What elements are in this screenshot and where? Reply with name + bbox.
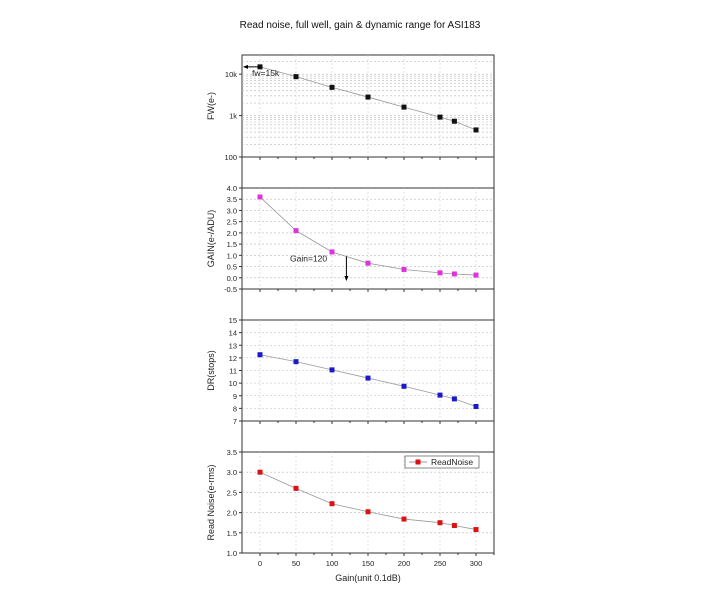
gain-point: [257, 194, 263, 200]
readnoise-point: [329, 501, 335, 507]
dr-point: [329, 367, 335, 373]
chart-title: Read noise, full well, gain & dynamic ra…: [239, 20, 481, 31]
dr-ytick-label: 12: [229, 354, 237, 363]
dr-point: [365, 375, 371, 381]
gain-ytick-label: 3.5: [227, 195, 237, 204]
gain-ytick-label: 1.0: [227, 251, 237, 260]
fw-point: [451, 118, 457, 124]
fw-ylabel: FW(e-): [206, 92, 216, 120]
fw-point: [329, 84, 335, 90]
gain-ytick-label: 4.0: [227, 184, 237, 193]
x-axis-label: Gain(unit 0.1dB): [335, 573, 401, 583]
fw-ytick-label: 100: [224, 153, 237, 162]
legend-label: ReadNoise: [431, 457, 473, 467]
fw-point: [293, 74, 299, 80]
legend-box: [404, 455, 480, 469]
dr-ytick-label: 14: [229, 329, 237, 338]
xtick-label: 100: [326, 559, 339, 568]
readnoise-ytick-label: 1.5: [227, 529, 237, 538]
fw-point: [473, 127, 479, 133]
xtick-label: 200: [398, 559, 411, 568]
dr-ytick-label: 7: [233, 417, 237, 426]
xtick-label: 50: [292, 559, 300, 568]
gain-point: [401, 266, 407, 272]
gain-annotation: Gain=120: [290, 254, 327, 264]
readnoise-point: [401, 516, 407, 522]
gain-ytick-label: 2.5: [227, 218, 237, 227]
dr-point: [293, 359, 299, 365]
readnoise-ylabel: Read Noise(e-rms): [206, 464, 216, 540]
readnoise-point: [365, 509, 371, 515]
gain-point: [451, 271, 457, 277]
legend-marker: [415, 459, 421, 465]
readnoise-ytick-label: 1.0: [227, 549, 237, 558]
readnoise-point: [451, 523, 457, 529]
dr-point: [473, 403, 479, 409]
gain-point: [437, 270, 443, 276]
fw-ytick-label: 1k: [229, 112, 237, 121]
dr-ytick-label: 8: [233, 404, 237, 413]
xtick-label: 300: [470, 559, 483, 568]
fw-point: [437, 114, 443, 120]
xtick-label: 250: [434, 559, 447, 568]
gain-ytick-label: 0.0: [227, 274, 237, 283]
gain-point: [329, 249, 335, 255]
readnoise-point: [257, 469, 263, 475]
readnoise-point: [293, 485, 299, 491]
dr-ylabel: DR(stops): [206, 350, 216, 391]
fw-arrow-head: [243, 64, 248, 69]
fw-point: [401, 104, 407, 110]
fw-ytick-label: 10k: [225, 70, 237, 79]
gain-ytick-label: 0.5: [227, 263, 237, 272]
gain-ytick-label: -0.5: [224, 285, 237, 294]
dr-point: [451, 396, 457, 402]
readnoise-point: [437, 520, 443, 526]
gain-arrow-head: [344, 276, 349, 282]
gain-ylabel: GAIN(e-/ADU): [206, 210, 216, 268]
xtick-label: 0: [258, 559, 262, 568]
readnoise-ytick-label: 3.5: [227, 448, 237, 457]
dr-ytick-label: 10: [229, 379, 237, 388]
gain-ytick-label: 1.5: [227, 240, 237, 249]
xtick-label: 150: [362, 559, 375, 568]
gain-point: [365, 260, 371, 266]
gain-point: [293, 228, 299, 234]
gain-point: [473, 272, 479, 278]
fw-point: [365, 94, 371, 100]
dr-point: [401, 383, 407, 389]
gain-ytick-label: 2.0: [227, 229, 237, 238]
readnoise-ytick-label: 2.5: [227, 488, 237, 497]
dr-point: [257, 352, 263, 358]
dr-ytick-label: 13: [229, 341, 237, 350]
dr-ytick-label: 11: [229, 367, 237, 376]
readnoise-ytick-label: 3.0: [227, 468, 237, 477]
fw-annotation: fw=15k: [252, 68, 280, 78]
readnoise-point: [473, 527, 479, 533]
dr-ytick-label: 15: [229, 316, 237, 325]
readnoise-ytick-label: 2.0: [227, 509, 237, 518]
dr-point: [437, 392, 443, 398]
dr-ytick-label: 9: [233, 392, 237, 401]
plot-frame: [241, 54, 495, 554]
gain-ytick-label: 3.0: [227, 206, 237, 215]
